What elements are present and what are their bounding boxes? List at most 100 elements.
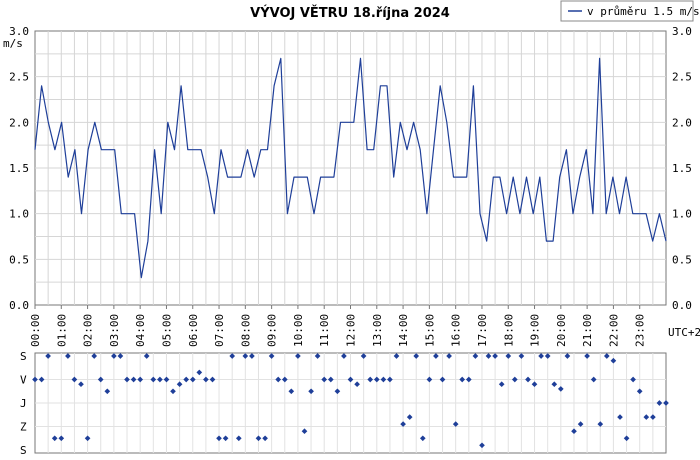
x-tick-label: 01:00 (55, 314, 68, 347)
x-tick-label: 03:00 (108, 314, 121, 347)
direction-point (479, 442, 485, 449)
y-tick-label: 0.0 (672, 299, 692, 312)
direction-point (91, 353, 98, 359)
x-tick-label: 15:00 (423, 314, 436, 347)
direction-point (308, 388, 314, 395)
wind-speed-series-line (34, 57, 667, 279)
direction-point (603, 353, 610, 359)
direction-point (472, 353, 479, 359)
direction-point (452, 421, 459, 427)
direction-point (544, 353, 551, 359)
direction-point (84, 435, 91, 442)
direction-point (242, 353, 249, 359)
direction-point (393, 353, 400, 359)
direction-point (150, 376, 157, 383)
direction-label: Z (20, 421, 27, 434)
direction-point (288, 388, 295, 395)
x-tick-label: 11:00 (318, 314, 331, 347)
direction-point (577, 421, 584, 427)
direction-point (235, 435, 242, 442)
direction-point (663, 400, 669, 406)
direction-point (446, 353, 452, 359)
direction-point (229, 353, 236, 359)
direction-point (518, 353, 525, 359)
direction-label: S (20, 444, 27, 457)
direction-points (32, 353, 669, 449)
direction-point (643, 414, 650, 420)
direction-point (557, 386, 564, 392)
direction-point (78, 381, 84, 388)
x-tick-label: 05:00 (160, 314, 173, 347)
x-tick-label: 04:00 (134, 314, 147, 347)
direction-point (301, 428, 308, 435)
direction-point (630, 376, 636, 383)
direction-point (176, 381, 183, 388)
wind-speed-plot: 0.0 0.5 1.0 1.5 2.0 2.5 3.0 0.0 0.5 1.0 1.5 2.0 2.5… (3, 25, 700, 347)
direction-point (419, 435, 426, 442)
direction-point (209, 376, 216, 383)
direction-point (255, 435, 262, 442)
direction-point (387, 376, 393, 383)
x-tick-label: 09:00 (266, 314, 279, 347)
direction-point (65, 353, 71, 359)
direction-point (380, 376, 387, 383)
y-tick-label: 2.0 (9, 116, 29, 129)
direction-point (465, 376, 472, 383)
x-tick-label: 06:00 (187, 314, 200, 347)
direction-point (216, 435, 222, 442)
direction-point (551, 381, 558, 388)
direction-point (406, 414, 413, 420)
direction-point (426, 376, 433, 383)
x-axis-timezone-label: UTC+2 (668, 326, 700, 339)
legend-label: v průměru 1.5 m/s (587, 5, 700, 18)
direction-label: S (20, 350, 27, 363)
direction-point (623, 435, 630, 442)
direction-point (590, 376, 597, 383)
direction-point (360, 353, 367, 359)
direction-point (111, 353, 117, 359)
direction-point (143, 353, 150, 359)
y-tick-label: 1.5 (672, 162, 692, 175)
x-tick-label: 20:00 (555, 314, 568, 347)
direction-point (373, 376, 380, 383)
y-tick-label: 1.5 (9, 162, 29, 175)
direction-label: V (20, 374, 27, 387)
direction-point (137, 376, 144, 383)
direction-point (525, 376, 531, 383)
direction-point (314, 353, 321, 359)
direction-point (104, 388, 111, 395)
direction-point (636, 388, 643, 395)
y-tick-label: 2.5 (672, 71, 692, 84)
y-tick-label: 3.0 (9, 25, 29, 38)
direction-point (117, 353, 124, 359)
direction-point (485, 353, 492, 359)
direction-point (222, 435, 229, 442)
x-tick-label: 13:00 (371, 314, 384, 347)
x-tick-label: 02:00 (82, 314, 95, 347)
direction-point (124, 376, 130, 383)
direction-point (367, 376, 374, 383)
direction-point (97, 376, 104, 383)
x-tick-label: 23:00 (634, 314, 647, 347)
y-tick-label: 3.0 (672, 25, 692, 38)
direction-point (498, 381, 505, 388)
x-tick-label: 18:00 (502, 314, 515, 347)
direction-point (354, 381, 360, 388)
direction-point (538, 353, 544, 359)
direction-point (281, 376, 288, 383)
direction-point (439, 376, 446, 383)
direction-point (183, 376, 190, 383)
gridlines (35, 31, 666, 305)
x-tick-label: 08:00 (239, 314, 252, 347)
x-tick-label: 12:00 (345, 314, 358, 347)
direction-point (275, 376, 282, 383)
direction-point (571, 428, 577, 435)
direction-point (268, 353, 275, 359)
direction-point (400, 421, 406, 427)
x-tick-label: 14:00 (397, 314, 410, 347)
legend-box (560, 0, 694, 22)
x-tick-label: 17:00 (476, 314, 489, 347)
